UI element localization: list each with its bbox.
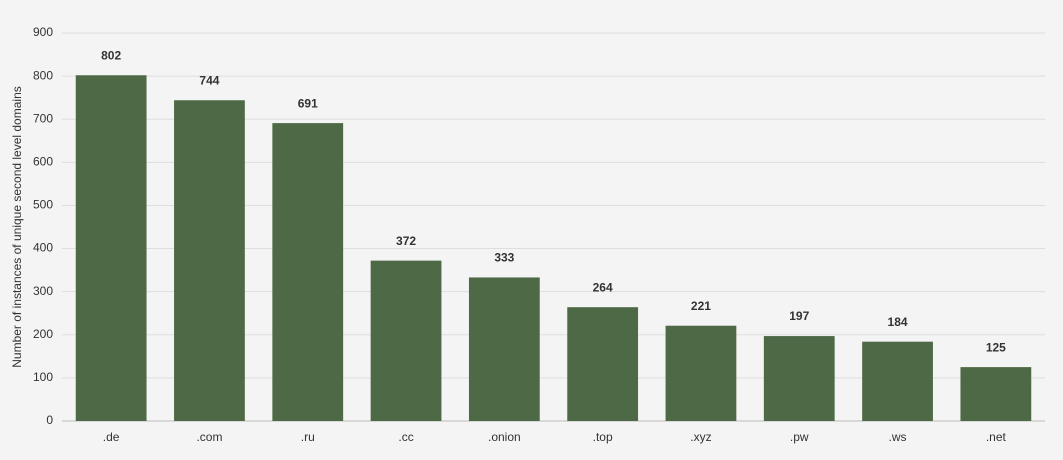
data-label: 802 (101, 48, 121, 62)
x-tick-label: .onion (488, 430, 521, 444)
y-tick-label: 500 (33, 198, 53, 212)
bar (665, 325, 737, 421)
data-label: 744 (199, 73, 219, 87)
bar (75, 75, 147, 421)
data-label: 333 (494, 251, 514, 265)
bar (960, 367, 1032, 421)
bar (468, 277, 540, 421)
bar (272, 123, 344, 421)
x-tick-label: .cc (398, 430, 413, 444)
data-label: 184 (888, 315, 908, 329)
bar (174, 100, 245, 422)
y-tick-label: 300 (33, 284, 53, 298)
data-label: 221 (691, 299, 711, 313)
bar (567, 307, 639, 421)
y-tick-label: 200 (33, 327, 53, 341)
x-tick-label: .xyz (690, 430, 711, 444)
y-tick-label: 700 (33, 111, 53, 125)
y-tick-label: 800 (33, 68, 53, 82)
y-tick-label: 100 (33, 370, 53, 384)
x-tick-label: .de (103, 430, 120, 444)
x-tick-label: .com (196, 430, 222, 444)
bar (763, 336, 835, 421)
x-tick-label: .ru (301, 430, 315, 444)
x-tick-label: .pw (790, 430, 809, 444)
y-tick-label: 600 (33, 155, 53, 169)
bar (370, 260, 442, 421)
data-label: 372 (396, 234, 416, 248)
data-label: 264 (593, 280, 613, 294)
y-tick-label: 900 (33, 25, 53, 39)
data-label: 691 (298, 96, 318, 110)
y-axis-label: Number of instances of unique second lev… (10, 86, 24, 368)
data-label: 197 (789, 309, 809, 323)
x-tick-label: .top (593, 430, 613, 444)
y-tick-label: 400 (33, 241, 53, 255)
data-label: 125 (986, 340, 1006, 354)
y-tick-label: 0 (46, 413, 53, 427)
x-tick-label: .net (986, 430, 1007, 444)
x-tick-label: .ws (889, 430, 907, 444)
bar (862, 341, 933, 421)
